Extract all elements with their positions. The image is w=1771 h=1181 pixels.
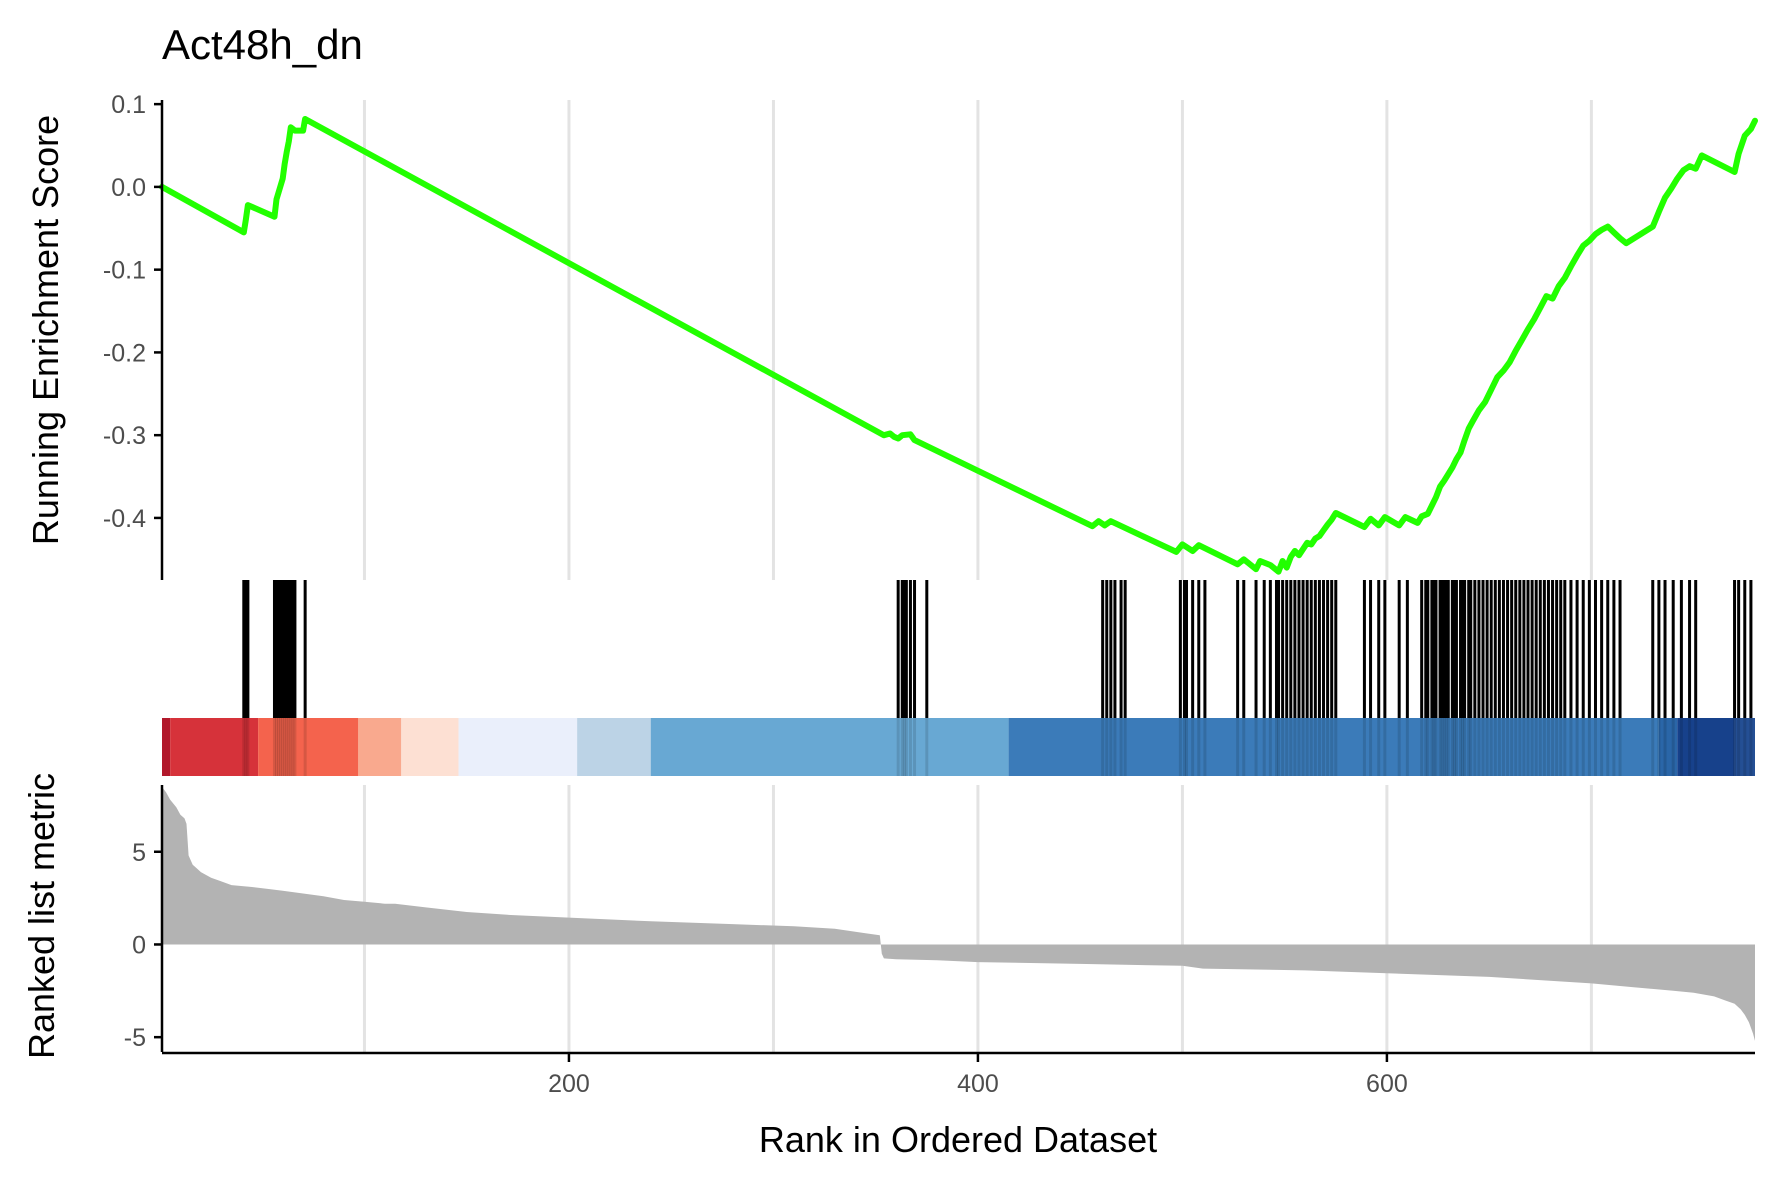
es-line-group [159, 116, 1758, 575]
x-tick-label: 600 [1366, 1070, 1408, 1098]
es-y-tick-label: -0.3 [103, 422, 146, 450]
es-y-tick-label: -0.1 [103, 257, 146, 285]
es-y-tick-label: -0.4 [103, 505, 146, 533]
metric-y-tick-label: 5 [132, 839, 146, 867]
metric-panel: 5 0 -5 Ranked list metric [21, 773, 1755, 1059]
metric-y-tick-label: -5 [124, 1024, 146, 1052]
color-bar-segment [162, 718, 171, 776]
x-ticks: 200 400 600 [548, 1053, 1408, 1098]
color-bar-segment [458, 718, 578, 776]
color-bar-segment [401, 718, 459, 776]
color-bar-segment [1008, 718, 1659, 776]
color-bar-segment [358, 718, 402, 776]
es-y-tick-label: 0.0 [111, 174, 146, 202]
es-panel: 0.1 0.0 -0.1 -0.2 -0.3 -0.4 Running Enrichmen… [25, 91, 1758, 718]
es-y-ticks: 0.1 0.0 -0.1 -0.2 -0.3 -0.4 [103, 91, 162, 533]
color-bar-segment [577, 718, 651, 776]
x-axis-title: Rank in Ordered Dataset [759, 1119, 1157, 1160]
x-tick-label: 200 [548, 1070, 590, 1098]
chart-title: Act48h_dn [162, 21, 363, 68]
es-y-axis-title: Running Enrichment Score [25, 115, 66, 545]
es-line [159, 116, 1758, 575]
metric-y-ticks: 5 0 -5 [124, 839, 162, 1052]
es-gridlines [362, 100, 1593, 580]
metric-y-axis-title: Ranked list metric [21, 773, 62, 1059]
es-y-tick-label: 0.1 [111, 91, 146, 119]
color-bar-segment [650, 718, 1009, 776]
ranked-metric-area [162, 786, 1755, 1041]
color-bar-segment [1677, 718, 1735, 776]
hit-markers [242, 580, 1753, 718]
es-y-tick-label: -0.2 [103, 339, 146, 367]
metric-y-tick-label: 0 [132, 931, 146, 959]
x-tick-label: 400 [957, 1070, 999, 1098]
color-bar-segment [1658, 718, 1678, 776]
color-bar-segment [170, 718, 259, 776]
color-bar-segment [1734, 718, 1755, 776]
rank-color-bar [162, 718, 1755, 776]
color-bar-segment [258, 718, 359, 776]
